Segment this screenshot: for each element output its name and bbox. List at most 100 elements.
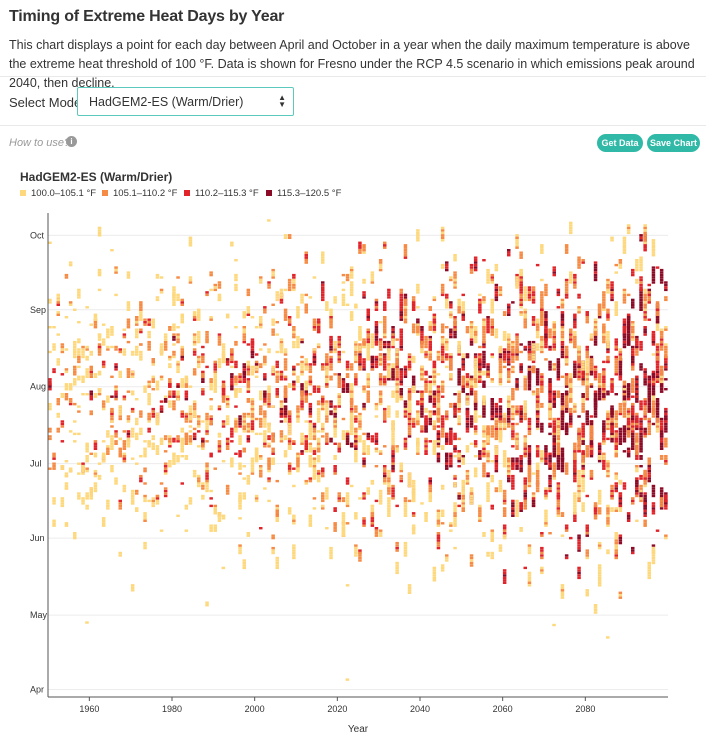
data-point xyxy=(234,343,238,346)
data-point xyxy=(321,407,325,411)
data-point xyxy=(502,532,507,535)
data-point xyxy=(362,432,366,436)
data-point xyxy=(391,430,395,433)
data-point xyxy=(259,425,263,428)
data-point xyxy=(197,313,201,316)
data-point xyxy=(139,415,143,418)
data-point xyxy=(366,333,370,336)
data-point xyxy=(407,368,412,371)
data-point xyxy=(378,266,383,269)
data-point xyxy=(544,452,548,455)
data-point xyxy=(81,345,85,349)
data-point xyxy=(300,373,304,376)
data-point xyxy=(445,559,449,562)
data-point xyxy=(411,479,416,483)
data-point xyxy=(242,313,246,316)
data-point xyxy=(395,355,399,359)
data-point xyxy=(362,465,366,468)
info-icon[interactable]: i xyxy=(66,136,77,147)
data-point xyxy=(502,460,507,463)
data-point xyxy=(531,321,536,324)
data-point xyxy=(246,288,251,292)
data-point xyxy=(535,462,540,465)
data-point xyxy=(424,385,428,388)
data-point xyxy=(465,427,470,431)
data-point xyxy=(333,340,337,344)
data-point xyxy=(407,422,412,426)
data-point xyxy=(473,365,478,369)
data-point xyxy=(221,393,226,396)
data-point xyxy=(383,318,387,321)
data-point xyxy=(329,375,333,378)
data-point xyxy=(395,549,399,552)
data-point xyxy=(135,437,139,441)
data-point xyxy=(209,316,213,319)
data-point xyxy=(399,330,403,334)
data-point xyxy=(432,576,437,580)
data-point xyxy=(283,236,288,239)
data-point xyxy=(321,497,325,500)
data-point xyxy=(267,499,271,503)
data-point xyxy=(535,380,540,383)
data-point xyxy=(432,393,437,396)
legend-item[interactable]: 105.1–110.2 °F xyxy=(102,188,177,199)
data-point xyxy=(197,415,201,418)
data-point xyxy=(135,462,139,465)
data-point xyxy=(428,343,432,346)
data-point xyxy=(445,412,449,416)
how-to-use-link[interactable]: How to use? xyxy=(9,137,71,149)
data-point xyxy=(114,268,118,272)
data-point xyxy=(511,502,515,505)
data-point xyxy=(349,281,354,284)
data-point xyxy=(180,298,184,302)
data-point xyxy=(180,353,184,356)
get-data-button[interactable]: Get Data xyxy=(597,134,643,152)
data-point xyxy=(535,472,540,475)
data-point xyxy=(130,586,135,589)
data-point xyxy=(354,457,358,460)
data-point xyxy=(436,430,441,433)
data-point xyxy=(349,432,354,436)
data-point xyxy=(147,335,151,339)
data-point xyxy=(184,393,189,396)
data-point xyxy=(197,338,201,341)
data-point xyxy=(486,484,490,488)
legend-item[interactable]: 100.0–105.1 °F xyxy=(20,188,96,199)
data-point xyxy=(263,415,267,418)
data-point xyxy=(511,499,515,503)
data-point xyxy=(511,484,515,488)
save-chart-button[interactable]: Save Chart xyxy=(647,134,700,152)
data-point xyxy=(469,393,474,396)
data-point xyxy=(64,482,69,485)
data-point xyxy=(374,440,379,443)
data-point xyxy=(147,402,151,406)
data-point xyxy=(118,437,122,441)
data-point xyxy=(217,445,222,448)
data-point xyxy=(362,244,366,247)
data-point xyxy=(440,415,445,418)
data-point xyxy=(300,393,304,396)
data-point xyxy=(246,311,251,314)
data-point xyxy=(345,432,350,436)
data-point xyxy=(337,494,341,498)
data-point xyxy=(498,368,503,371)
data-point xyxy=(478,355,482,359)
data-point xyxy=(366,358,370,361)
data-point xyxy=(407,407,412,411)
legend-item[interactable]: 110.2–115.3 °F xyxy=(184,188,259,199)
data-point xyxy=(482,321,486,324)
data-point xyxy=(168,435,172,438)
data-point xyxy=(283,398,288,401)
data-point xyxy=(254,326,259,329)
data-point xyxy=(287,437,292,441)
model-select[interactable]: HadGEM2-ES (Warm/Drier) ▲ ▼ xyxy=(77,87,294,116)
data-point xyxy=(403,405,408,408)
data-point xyxy=(482,370,486,374)
data-point xyxy=(383,340,387,344)
data-point xyxy=(519,273,523,277)
data-point xyxy=(544,447,548,450)
legend-item[interactable]: 115.3–120.5 °F xyxy=(266,188,341,199)
data-point xyxy=(362,440,366,443)
data-point xyxy=(469,494,474,498)
